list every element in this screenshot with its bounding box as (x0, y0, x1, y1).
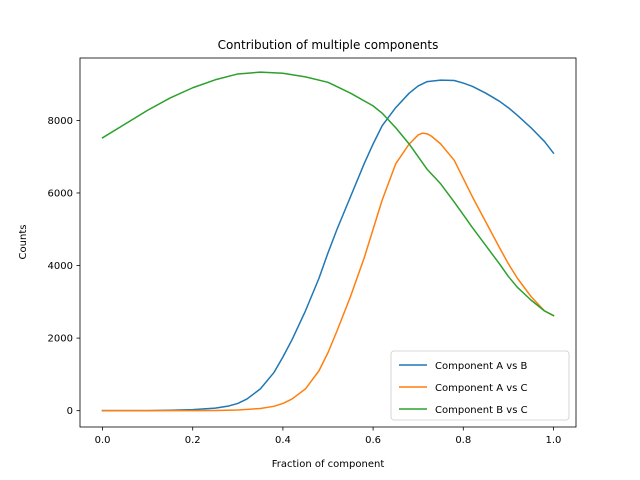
y-tick-label: 2000 (48, 334, 73, 345)
series-line-1 (101, 79, 555, 412)
x-tick-label: 0.8 (455, 435, 471, 446)
series-line-2 (101, 132, 555, 412)
plot-frame (79, 57, 577, 428)
series-line-3 (101, 71, 555, 317)
legend: Component A vs B Component A vs C Componen… (390, 350, 570, 421)
x-tick-label: 0.0 (95, 435, 111, 446)
legend-label-3: Component B vs C (435, 405, 528, 416)
chart-title: Contribution of multiple components (218, 38, 439, 52)
x-tick-label: 0.6 (365, 435, 381, 446)
axes-layer: 0.0 0.2 0.4 0.6 0.8 1.0 0 2000 4000 6000 8000 (48, 57, 577, 446)
x-tick-label: 1.0 (546, 435, 562, 446)
legend-label-1: Component A vs B (435, 361, 528, 372)
legend-box (390, 350, 570, 421)
y-tick-label: 6000 (48, 188, 73, 199)
x-tick-label: 0.2 (185, 435, 201, 446)
y-axis-title: Counts (18, 225, 29, 260)
x-axis-title: Fraction of component (272, 459, 385, 470)
legend-label-2: Component A vs C (435, 383, 528, 394)
y-tick-label: 8000 (48, 116, 73, 127)
x-tick-label: 0.4 (275, 435, 291, 446)
series-layer (101, 71, 555, 412)
y-tick-label: 0 (67, 406, 73, 417)
y-tick-label: 4000 (48, 261, 73, 272)
